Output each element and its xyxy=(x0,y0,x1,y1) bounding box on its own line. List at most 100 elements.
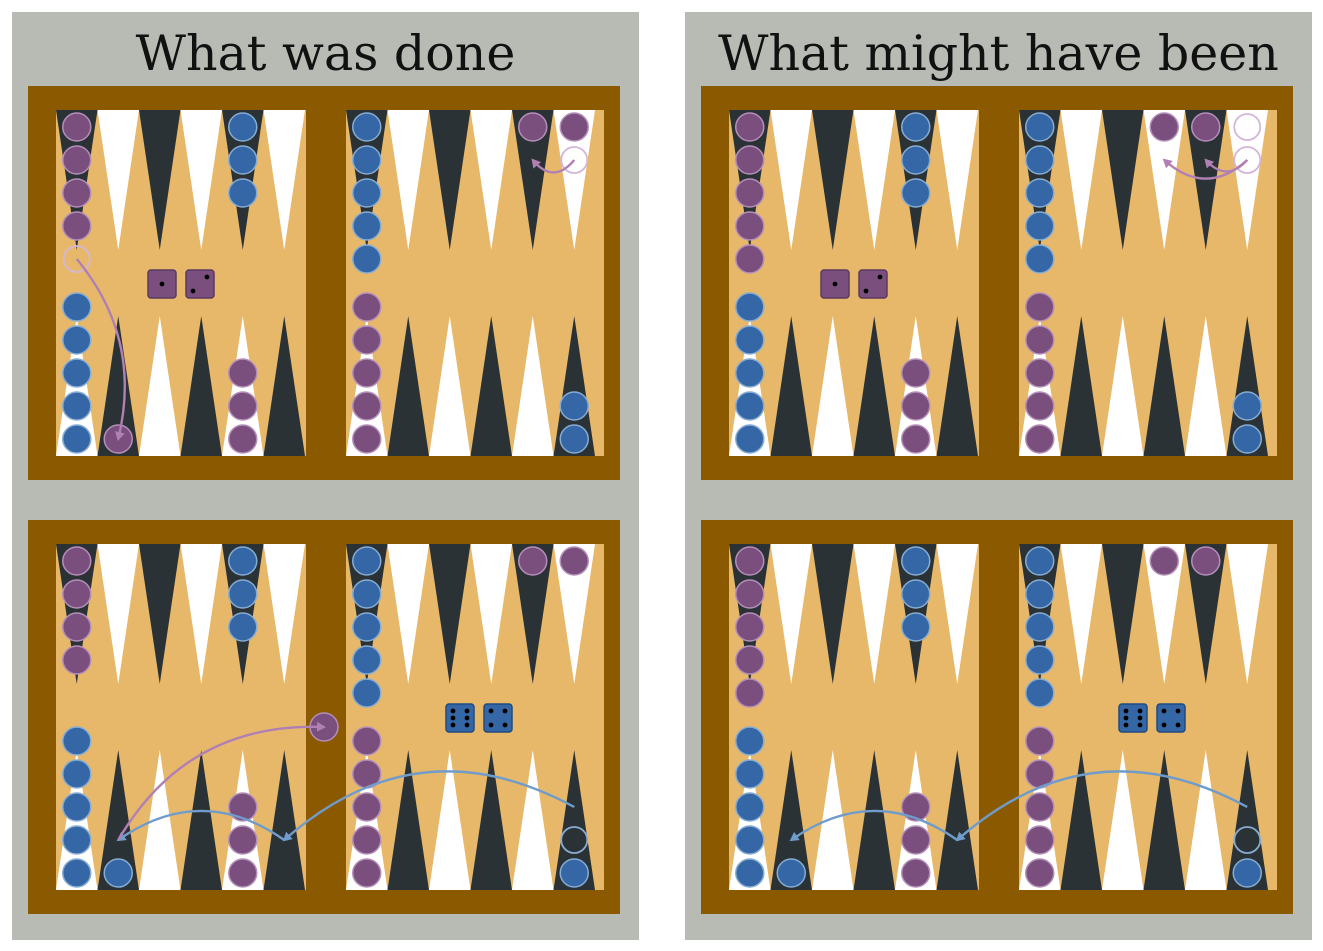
blue-checker xyxy=(228,178,258,208)
blue-checker xyxy=(1025,579,1055,609)
point-top-3 xyxy=(853,110,895,250)
point-bottom-11 xyxy=(1226,750,1268,890)
purple-checker xyxy=(1025,858,1055,888)
panel-title: What was done xyxy=(135,25,516,82)
blue-checker xyxy=(352,546,382,576)
board-left-half xyxy=(56,110,306,456)
point-bottom-7 xyxy=(1060,750,1102,890)
purple-checker xyxy=(352,726,382,756)
blue-checker xyxy=(62,292,92,322)
blue-checker xyxy=(901,112,931,142)
point-bottom-3 xyxy=(180,750,222,890)
die-pip xyxy=(464,708,470,714)
point-top-1 xyxy=(97,544,139,684)
blue-checker xyxy=(1025,244,1055,274)
die-icon xyxy=(185,269,215,299)
purple-checker xyxy=(352,825,382,855)
point-bottom-1 xyxy=(770,316,812,456)
point-bottom-10 xyxy=(1185,316,1227,456)
purple-checker xyxy=(1025,391,1055,421)
die-pip xyxy=(877,274,883,280)
ghost-checker xyxy=(62,245,91,273)
point-bottom-1 xyxy=(97,316,139,456)
board-right-half xyxy=(346,110,604,456)
panel-what-might-have-been: What might have been xyxy=(685,12,1312,940)
ghost-checker xyxy=(1233,826,1262,854)
blue-checker xyxy=(228,112,258,142)
purple-move-arrow xyxy=(117,721,326,841)
purple-checker xyxy=(1191,546,1221,576)
blue-checker xyxy=(352,244,382,274)
point-top-9 xyxy=(1143,544,1185,684)
board-svg xyxy=(56,544,604,890)
blue-checker xyxy=(62,825,92,855)
board-might-after xyxy=(701,520,1293,914)
purple-checker xyxy=(228,792,258,822)
purple-checker xyxy=(735,244,765,274)
point-bottom-5 xyxy=(936,750,978,890)
die-pip xyxy=(502,708,508,714)
blue-checker xyxy=(228,145,258,175)
point-top-8 xyxy=(1102,544,1144,684)
blue-checker xyxy=(1232,391,1262,421)
panel-title: What might have been xyxy=(718,25,1279,82)
point-top-2 xyxy=(139,110,181,250)
purple-checker xyxy=(228,825,258,855)
purple-checker xyxy=(62,645,92,675)
purple-checker xyxy=(735,579,765,609)
purple-move-arrow xyxy=(1204,158,1249,173)
purple-checker xyxy=(352,358,382,388)
die-pip xyxy=(1161,708,1167,714)
die-icon xyxy=(445,703,475,733)
purple-checker xyxy=(228,424,258,454)
point-bottom-3 xyxy=(853,316,895,456)
die-pip xyxy=(1123,715,1129,721)
die-pip xyxy=(863,288,869,294)
die-pip xyxy=(450,715,456,721)
purple-checker xyxy=(1025,325,1055,355)
point-bottom-7 xyxy=(387,316,429,456)
point-bottom-5 xyxy=(936,316,978,456)
point-bottom-11 xyxy=(553,316,595,456)
point-top-1 xyxy=(770,110,812,250)
blue-move-arrow xyxy=(789,809,958,842)
blue-checker xyxy=(62,391,92,421)
die-pip xyxy=(502,722,508,728)
point-bottom-8 xyxy=(1102,316,1144,456)
board-right-half xyxy=(1019,110,1277,456)
point-bottom-7 xyxy=(1060,316,1102,456)
blue-checker xyxy=(352,678,382,708)
die-pip xyxy=(1161,722,1167,728)
die-pip xyxy=(1175,708,1181,714)
point-top-11 xyxy=(553,110,595,250)
point-top-7 xyxy=(387,110,429,250)
blue-checker xyxy=(901,145,931,175)
blue-checker xyxy=(559,391,589,421)
purple-checker xyxy=(901,358,931,388)
blue-checker xyxy=(228,612,258,642)
point-bottom-10 xyxy=(1185,750,1227,890)
blue-checker xyxy=(352,145,382,175)
point-top-5 xyxy=(936,110,978,250)
ghost-checker xyxy=(560,826,589,854)
purple-move-arrow xyxy=(75,258,126,441)
blue-move-arrow xyxy=(955,770,1248,842)
blue-checker xyxy=(1025,145,1055,175)
purple-checker xyxy=(62,178,92,208)
point-top-5 xyxy=(263,544,305,684)
purple-checker xyxy=(901,391,931,421)
purple-checker xyxy=(1191,112,1221,142)
panel-what-was-done: What was done xyxy=(12,12,639,940)
blue-checker xyxy=(1232,424,1262,454)
die-pip xyxy=(1137,708,1143,714)
blue-checker xyxy=(1025,211,1055,241)
point-top-7 xyxy=(1060,544,1102,684)
purple-checker xyxy=(62,546,92,576)
purple-checker xyxy=(735,612,765,642)
blue-checker xyxy=(62,858,92,888)
blue-checker xyxy=(62,726,92,756)
blue-checker xyxy=(228,579,258,609)
blue-checker xyxy=(352,579,382,609)
purple-checker xyxy=(1025,358,1055,388)
die-pip xyxy=(1175,722,1181,728)
